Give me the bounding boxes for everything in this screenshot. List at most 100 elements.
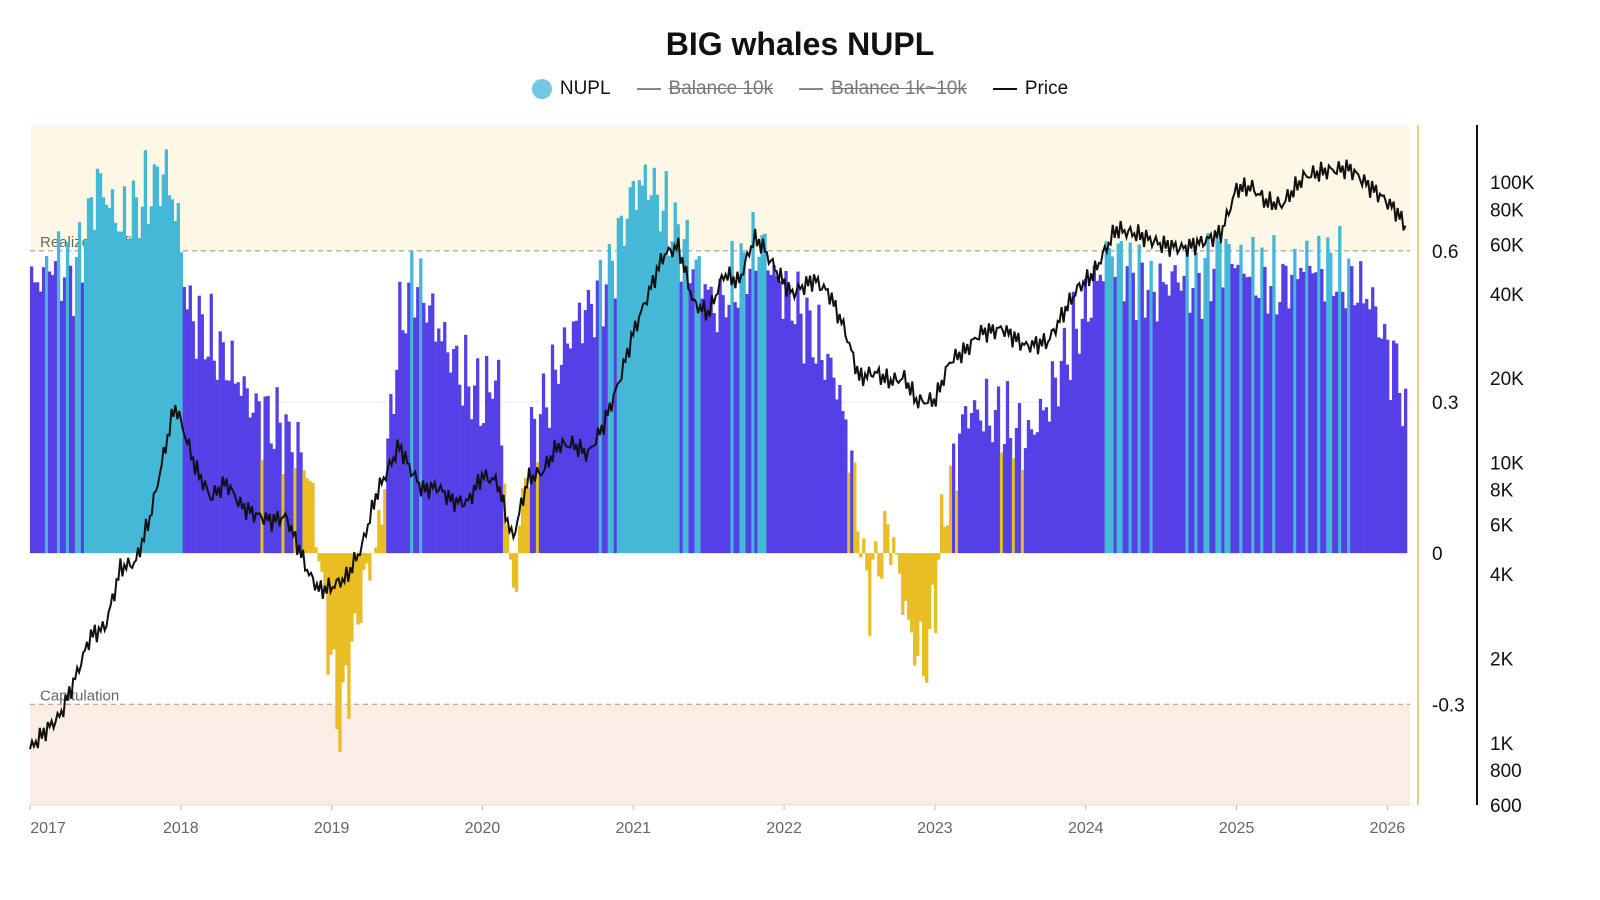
- nupl-bar: [389, 394, 393, 554]
- nupl-bar: [398, 281, 402, 554]
- x-tick-label: 2021: [615, 820, 651, 837]
- nupl-bar: [1140, 262, 1144, 554]
- nupl-bar: [577, 302, 582, 554]
- nupl-bar: [1065, 364, 1070, 554]
- nupl-bar: [616, 218, 621, 554]
- nupl-bar: [1128, 242, 1132, 554]
- nupl-bar: [948, 465, 953, 554]
- nupl-bar: [476, 358, 480, 554]
- nupl-bar: [395, 369, 399, 554]
- nupl-bar: [1062, 327, 1067, 554]
- nupl-bar: [1116, 243, 1120, 554]
- nupl-bar: [140, 206, 145, 554]
- legend-item-balance-10k[interactable]: Balance 10k: [636, 78, 774, 100]
- nupl-bar: [290, 452, 294, 554]
- nupl-bar: [895, 553, 899, 555]
- nupl-bar: [565, 343, 570, 554]
- nupl-bar: [625, 218, 629, 554]
- nupl-bar: [691, 269, 695, 554]
- nupl-bar: [218, 331, 222, 554]
- nupl-bar: [347, 553, 351, 719]
- nupl-bar: [865, 553, 869, 571]
- nupl-bar: [972, 400, 977, 554]
- legend-balance-10k-label: Balance 10k: [668, 78, 774, 99]
- nupl-bar: [742, 252, 746, 554]
- nupl-bar: [224, 380, 228, 554]
- nupl-bar: [179, 252, 183, 554]
- nupl-bar: [910, 553, 914, 633]
- legend-item-price[interactable]: Price: [992, 78, 1068, 100]
- nupl-bar: [1113, 276, 1117, 554]
- nupl-bar: [634, 209, 638, 554]
- nupl-bar: [227, 380, 231, 554]
- nupl-bar: [386, 438, 390, 554]
- nupl-bar: [1185, 245, 1189, 554]
- nupl-bar: [802, 363, 806, 554]
- nupl-bar: [1269, 286, 1273, 554]
- nupl-bar: [1365, 298, 1369, 554]
- price-line: [29, 159, 1407, 750]
- nupl-bar: [1086, 321, 1090, 554]
- nupl-bar: [164, 149, 168, 554]
- legend-item-balance-1k-10k[interactable]: Balance 1k~10k: [799, 78, 967, 100]
- nupl-bar: [541, 373, 546, 554]
- nupl-bar: [257, 401, 261, 554]
- price-tick-label: 80K: [1490, 200, 1524, 221]
- nupl-bar: [544, 407, 549, 554]
- nupl-bar: [329, 553, 333, 655]
- nupl-bar: [161, 174, 166, 554]
- legend-item-nupl[interactable]: NUPL: [531, 78, 611, 100]
- nupl-bar: [1200, 318, 1204, 554]
- nupl-bar: [41, 267, 46, 554]
- nupl-bar: [901, 553, 905, 615]
- nupl-bar: [775, 276, 779, 554]
- nupl-bar: [1293, 248, 1297, 554]
- nupl-bar: [1266, 313, 1270, 554]
- nupl-bar: [598, 259, 603, 554]
- nupl-bar: [362, 553, 366, 570]
- nupl-bar: [209, 293, 213, 554]
- nupl-bar: [937, 553, 941, 560]
- nupl-bar: [496, 359, 501, 554]
- nupl-bar: [1161, 282, 1165, 554]
- nupl-bar: [829, 357, 833, 554]
- nupl-bar: [1245, 277, 1249, 554]
- x-tick-label: 2017: [30, 820, 66, 837]
- nupl-bar: [757, 256, 761, 554]
- x-tick-label: 2025: [1219, 820, 1255, 837]
- price-tick-label: 600: [1490, 796, 1522, 817]
- nupl-bar: [413, 317, 417, 554]
- nupl-bar: [559, 364, 564, 554]
- nupl-bar: [574, 320, 579, 554]
- nupl-bar: [1323, 301, 1327, 554]
- nupl-bar: [1053, 377, 1058, 554]
- nupl-bar: [1356, 302, 1360, 554]
- nupl-bar: [960, 414, 965, 554]
- nupl-bar: [1389, 399, 1393, 554]
- nupl-bar: [68, 265, 73, 554]
- nupl-bar: [200, 314, 204, 554]
- nupl-bar: [628, 187, 632, 554]
- nupl-bar: [1029, 429, 1034, 554]
- nupl-bar: [889, 553, 893, 566]
- nupl-bar: [359, 553, 363, 624]
- nupl-bar: [1155, 321, 1159, 554]
- nupl-bar: [1158, 263, 1162, 554]
- nupl-bar: [957, 433, 962, 554]
- nupl-bar: [925, 553, 929, 683]
- nupl-bar: [374, 547, 378, 554]
- nupl-bar: [550, 344, 555, 554]
- nupl-bar: [847, 472, 851, 554]
- nupl-bar: [428, 305, 432, 554]
- nupl-bar: [799, 313, 803, 554]
- nupl-bar: [1179, 290, 1183, 554]
- nupl-bar: [443, 322, 447, 554]
- nupl-bar: [131, 180, 136, 554]
- nupl-bar: [990, 442, 995, 554]
- nupl-bar: [643, 164, 647, 554]
- nupl-bar: [410, 250, 414, 554]
- nupl-bar: [715, 332, 719, 554]
- nupl-bar: [886, 524, 890, 554]
- price-tick-label: 800: [1490, 761, 1522, 782]
- nupl-bar: [724, 317, 728, 554]
